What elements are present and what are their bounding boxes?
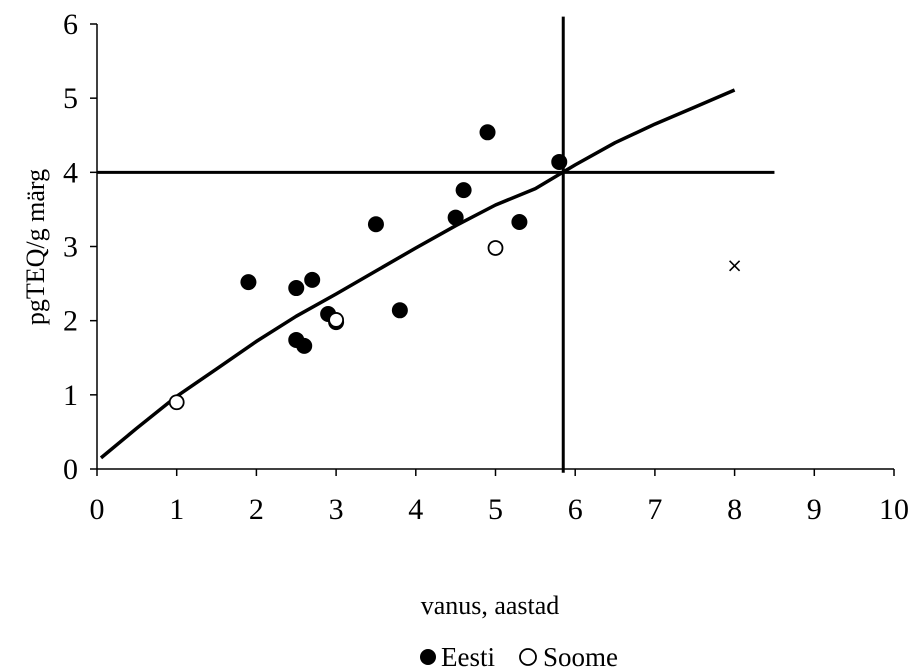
data-point-eesti <box>288 280 305 297</box>
y-tick-label: 6 <box>63 8 78 41</box>
trend-line <box>99 88 736 460</box>
y-axis-title: pgTEQ/g märg <box>21 169 50 325</box>
trend-line-group <box>99 88 736 460</box>
legend-marker-soome <box>519 648 537 666</box>
data-point-soome <box>487 240 504 256</box>
data-point-eesti <box>455 182 472 199</box>
data-point-eesti <box>511 214 528 231</box>
x-tick-label: 0 <box>90 493 105 526</box>
data-point-eesti <box>304 271 321 288</box>
y-tick-label: 0 <box>63 453 78 486</box>
legend-marker-eesti <box>420 649 436 665</box>
data-point-eesti <box>296 337 313 354</box>
data-point-soome <box>168 394 185 411</box>
x-tick-label: 1 <box>169 493 184 526</box>
x-tick-label: 7 <box>647 493 662 526</box>
cross-stroke <box>729 260 741 272</box>
tick-labels: 0 1 2 3 4 5 6 7 8 9 10 0 1 2 3 4 5 6 <box>63 8 909 526</box>
data-point-eesti <box>447 209 464 226</box>
x-tick-label: 6 <box>568 493 583 526</box>
data-point-eesti <box>391 302 408 319</box>
x-tick-label: 10 <box>879 493 909 526</box>
y-tick-label: 1 <box>63 379 78 412</box>
x-tick-label: 9 <box>807 493 822 526</box>
y-tick-label: 2 <box>63 305 78 338</box>
y-tick-label: 3 <box>63 231 78 264</box>
data-points <box>168 124 741 411</box>
x-tick-label: 3 <box>329 493 344 526</box>
data-point-eesti <box>367 216 384 233</box>
x-axis-title: vanus, aastad <box>421 591 560 620</box>
data-point-soome <box>328 312 345 328</box>
legend: Eesti Soome <box>420 642 618 668</box>
x-tick-label: 8 <box>727 493 742 526</box>
data-point-eesti <box>479 124 496 141</box>
data-point-eesti <box>240 274 257 291</box>
legend-label-soome: Soome <box>543 642 618 668</box>
x-tick-label: 4 <box>408 493 423 526</box>
reference-lines <box>97 16 775 473</box>
y-tick-label: 4 <box>63 156 78 189</box>
x-tick-label: 5 <box>488 493 503 526</box>
axes <box>90 23 895 476</box>
data-point-cross <box>729 260 741 272</box>
legend-label-eesti: Eesti <box>441 642 495 668</box>
data-point-eesti <box>551 153 568 170</box>
y-tick-label: 5 <box>63 82 78 115</box>
x-tick-label: 2 <box>249 493 264 526</box>
